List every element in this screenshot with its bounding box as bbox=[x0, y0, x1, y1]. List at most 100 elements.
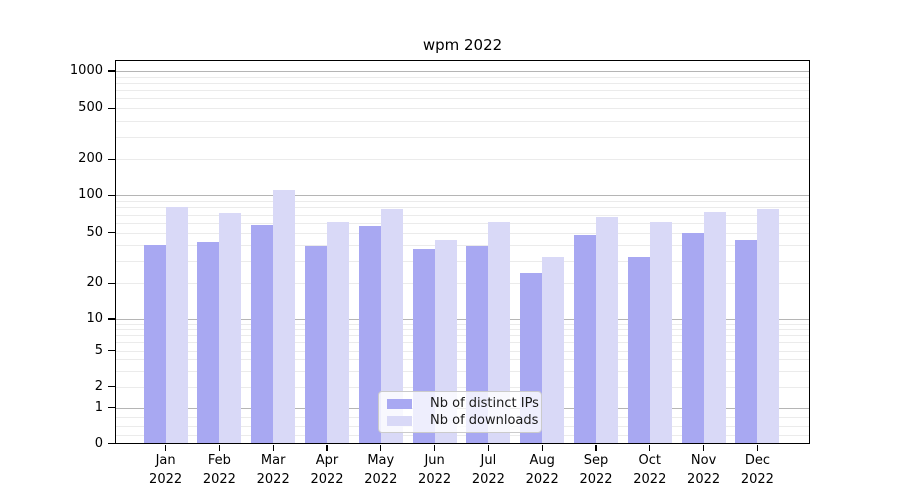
bar-distinct-ips-feb bbox=[197, 242, 220, 444]
y-axis-tick-label: 2 bbox=[94, 378, 103, 394]
bar-downloads-oct bbox=[649, 221, 672, 444]
y-axis-tick-label: 200 bbox=[78, 151, 103, 167]
x-label-year: 2022 bbox=[418, 472, 452, 487]
x-axis-tick-label-nov: Nov 2022 bbox=[664, 451, 744, 489]
legend: Nb of distinct IPs Nb of downloads bbox=[378, 391, 542, 433]
y-axis-tick-label: 50 bbox=[86, 224, 103, 240]
x-axis-tick bbox=[326, 444, 328, 452]
x-axis-tick bbox=[164, 444, 167, 452]
x-axis-tick bbox=[218, 444, 221, 452]
gridline-minor bbox=[115, 329, 810, 331]
x-label-month: Dec bbox=[744, 453, 770, 468]
plot-area bbox=[115, 60, 810, 444]
x-label-month: Sep bbox=[583, 453, 609, 468]
chart-title: wpm 2022 bbox=[422, 36, 503, 54]
x-axis-tick-label-jan: Jan 2022 bbox=[126, 451, 206, 489]
x-label-year: 2022 bbox=[149, 472, 183, 487]
x-axis-tick-label-dec: Dec 2022 bbox=[717, 451, 797, 489]
gridline-minor bbox=[115, 323, 810, 325]
x-axis-tick-label-apr: Apr 2022 bbox=[287, 451, 367, 489]
gridline-minor bbox=[115, 136, 810, 138]
x-label-month: Jun bbox=[424, 453, 445, 468]
gridline-minor bbox=[115, 283, 810, 285]
x-label-month: Oct bbox=[638, 453, 662, 468]
bar-downloads-aug bbox=[542, 257, 565, 444]
gridline-minor bbox=[115, 232, 810, 234]
gridline-minor bbox=[115, 90, 810, 92]
y-axis-tick bbox=[107, 70, 115, 72]
x-label-year: 2022 bbox=[364, 472, 398, 487]
x-label-month: Nov bbox=[690, 453, 717, 468]
y-axis-tick-label: 20 bbox=[86, 275, 103, 291]
x-label-year: 2022 bbox=[256, 472, 290, 487]
x-axis-tick-label-mar: Mar 2022 bbox=[233, 451, 313, 489]
x-axis-tick bbox=[702, 444, 705, 452]
y-axis-tick-label: 1000 bbox=[69, 63, 103, 78]
x-label-month: Jul bbox=[480, 453, 497, 468]
y-axis-tick bbox=[107, 407, 115, 409]
x-axis-tick bbox=[487, 444, 490, 452]
gridline-minor bbox=[115, 386, 810, 388]
y-axis-tick-label: 100 bbox=[78, 187, 103, 203]
gridline-minor bbox=[115, 335, 810, 337]
gridline-minor bbox=[115, 200, 810, 202]
y-axis-tick bbox=[107, 107, 115, 109]
bar-downloads-jan bbox=[165, 207, 188, 444]
x-label-year: 2022 bbox=[687, 472, 721, 487]
x-label-month: May bbox=[367, 453, 395, 468]
bar-downloads-dec bbox=[757, 208, 780, 444]
x-label-year: 2022 bbox=[740, 472, 774, 487]
gridline-minor bbox=[115, 370, 810, 372]
bar-distinct-ips-jan bbox=[143, 245, 166, 444]
bar-distinct-ips-may bbox=[358, 225, 381, 444]
legend-row-downloads: Nb of downloads bbox=[379, 413, 541, 428]
x-axis-tick bbox=[272, 444, 274, 452]
x-label-year: 2022 bbox=[633, 472, 667, 487]
x-axis-tick bbox=[649, 444, 651, 452]
x-label-month: Aug bbox=[529, 453, 555, 468]
x-axis-tick-label-may: May 2022 bbox=[341, 451, 421, 489]
bar-distinct-ips-sep bbox=[574, 234, 596, 444]
x-axis-tick bbox=[541, 444, 543, 452]
gridline-minor bbox=[115, 207, 810, 209]
y-axis-tick-label: 5 bbox=[94, 342, 103, 358]
y-axis-tick bbox=[107, 282, 115, 284]
gridline-minor bbox=[115, 108, 810, 110]
x-label-year: 2022 bbox=[471, 472, 505, 487]
gridline-minor bbox=[115, 342, 810, 344]
x-label-month: Feb bbox=[207, 453, 231, 468]
legend-swatch-downloads bbox=[387, 415, 412, 426]
x-axis-tick-label-sep: Sep 2022 bbox=[556, 451, 636, 489]
x-label-month: Jan bbox=[155, 453, 176, 468]
bar-downloads-may bbox=[380, 209, 403, 444]
legend-label-downloads: Nb of downloads bbox=[430, 413, 539, 428]
y-axis-tick bbox=[107, 194, 115, 196]
bar-distinct-ips-dec bbox=[735, 239, 758, 444]
y-axis-tick bbox=[107, 232, 115, 234]
bar-downloads-mar bbox=[273, 190, 296, 444]
bar-downloads-sep bbox=[596, 216, 618, 444]
gridline-minor bbox=[115, 350, 810, 352]
gridline-minor bbox=[115, 214, 810, 216]
gridline-minor bbox=[115, 76, 810, 78]
gridline-minor bbox=[115, 159, 810, 161]
y-axis-tick bbox=[107, 386, 115, 388]
gridline-minor bbox=[115, 434, 810, 436]
bar-distinct-ips-oct bbox=[627, 257, 650, 444]
legend-label-distinct-ips: Nb of distinct IPs bbox=[430, 396, 539, 411]
gridline-major bbox=[115, 319, 810, 321]
bar-downloads-apr bbox=[327, 221, 349, 444]
x-axis-tick bbox=[595, 444, 597, 452]
x-label-year: 2022 bbox=[202, 472, 236, 487]
x-axis-tick bbox=[380, 444, 382, 452]
bar-downloads-jul bbox=[488, 221, 511, 444]
x-label-year: 2022 bbox=[310, 472, 344, 487]
gridline-minor bbox=[115, 222, 810, 224]
y-axis-tick-label: 500 bbox=[78, 100, 103, 116]
gridline-minor bbox=[115, 245, 810, 247]
bar-downloads-nov bbox=[703, 211, 726, 444]
y-axis-tick bbox=[107, 158, 115, 160]
x-axis-tick-label-feb: Feb 2022 bbox=[179, 451, 259, 489]
x-label-month: Mar bbox=[260, 453, 286, 468]
